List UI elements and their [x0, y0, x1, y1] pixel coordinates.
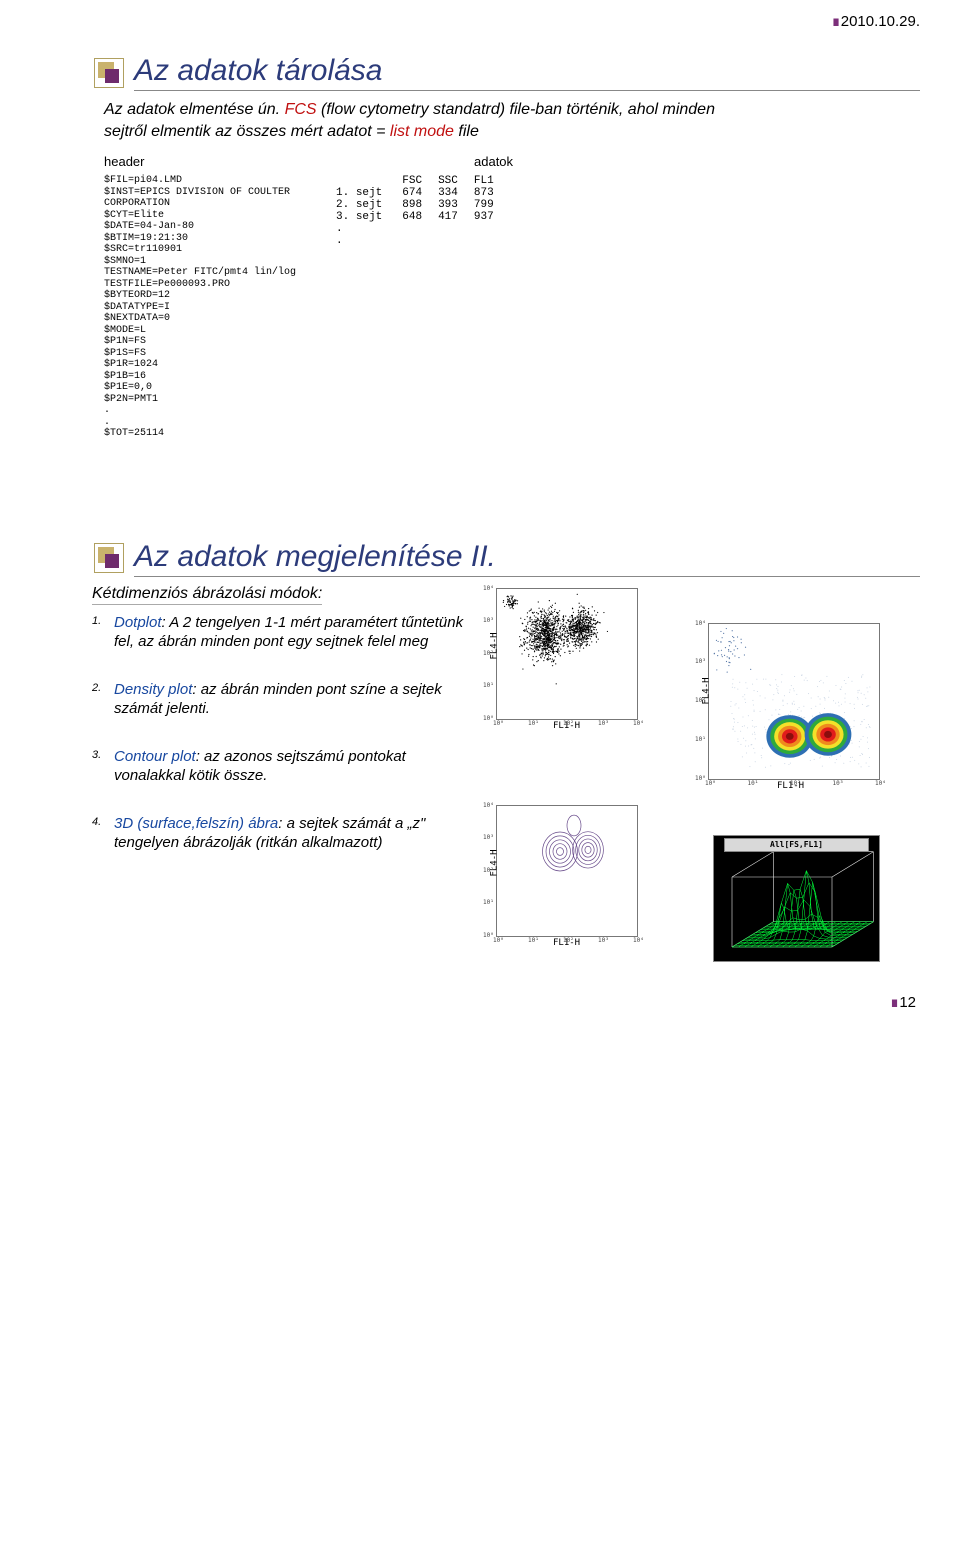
keyword: Dotplot — [114, 614, 162, 631]
table-row: 2. sejt898393799 — [336, 199, 510, 211]
table-header: FSC — [402, 175, 438, 187]
table-row: 3. sejt648417937 — [336, 211, 510, 223]
table-row: . — [336, 223, 510, 235]
table-row: 1. sejt674334873 — [336, 187, 510, 199]
density-chart: FL4-HFL1-H10⁰10⁰10¹10¹10²10²10³10³10⁴10⁴ — [708, 623, 880, 780]
header-label-right: adatok — [474, 154, 513, 169]
table-row: . — [336, 235, 510, 247]
header-row: header adatok — [104, 154, 920, 169]
table-header: FL1 — [474, 175, 510, 187]
header-label-left: header — [104, 154, 274, 169]
list-item: 2.Density plot: az ábrán minden pont szí… — [92, 680, 478, 719]
slide-2-title: Az adatok megjelenítése II. — [134, 540, 920, 577]
title-bullet-icon — [94, 543, 124, 573]
mode-list: 1.Dotplot: A 2 tengelyen 1-1 mért paramé… — [92, 613, 478, 853]
charts-column: FL4-HFL1-H10⁰10⁰10¹10¹10²10²10³10³10⁴10⁴… — [488, 583, 918, 983]
fcs-table: FSCSSCFL1 1. sejt6743348732. sejt8983937… — [336, 175, 510, 440]
dotplot-chart: FL4-HFL1-H10⁰10⁰10¹10¹10²10²10³10³10⁴10⁴ — [496, 588, 638, 720]
slide-2-title-row: Az adatok megjelenítése II. — [94, 540, 920, 577]
table-header — [336, 175, 402, 187]
slide-1-title: Az adatok tárolása — [134, 54, 920, 91]
list-item: 3.Contour plot: az azonos sejtszámú pont… — [92, 747, 478, 786]
title-bullet-icon — [94, 58, 124, 88]
keyword: Contour plot — [114, 748, 196, 765]
highlight-fcs: FCS — [285, 101, 317, 118]
fcs-header-block: $FIL=pi04.LMD $INST=EPICS DIVISION OF CO… — [104, 175, 296, 440]
keyword: Density plot — [114, 681, 192, 698]
keyword: 3D (surface,felszín) ábra — [114, 815, 278, 832]
slide-1-title-row: Az adatok tárolása — [94, 54, 920, 91]
slide-1-body: Az adatok elmentése ún. FCS (flow cytome… — [104, 99, 724, 142]
fcs-data-area: $FIL=pi04.LMD $INST=EPICS DIVISION OF CO… — [104, 175, 920, 440]
surface3d-title: All[FS,FL1] — [724, 838, 869, 852]
surface3d-chart: All[FS,FL1] — [713, 835, 880, 962]
list-item: 1.Dotplot: A 2 tengelyen 1-1 mért paramé… — [92, 613, 478, 652]
date-stamp: ∎2010.10.29. — [60, 12, 920, 30]
contour-chart: FL4-HFL1-H10⁰10⁰10¹10¹10²10²10³10³10⁴10⁴ — [496, 805, 638, 937]
list-item: 4.3D (surface,felszín) ábra: a sejtek sz… — [92, 814, 478, 853]
highlight-listmode: list mode — [390, 123, 454, 140]
page-number: ∎12 — [60, 993, 916, 1011]
slide-2-subtitle: Kétdimenziós ábrázolási módok: — [92, 585, 322, 605]
table-header: SSC — [438, 175, 474, 187]
